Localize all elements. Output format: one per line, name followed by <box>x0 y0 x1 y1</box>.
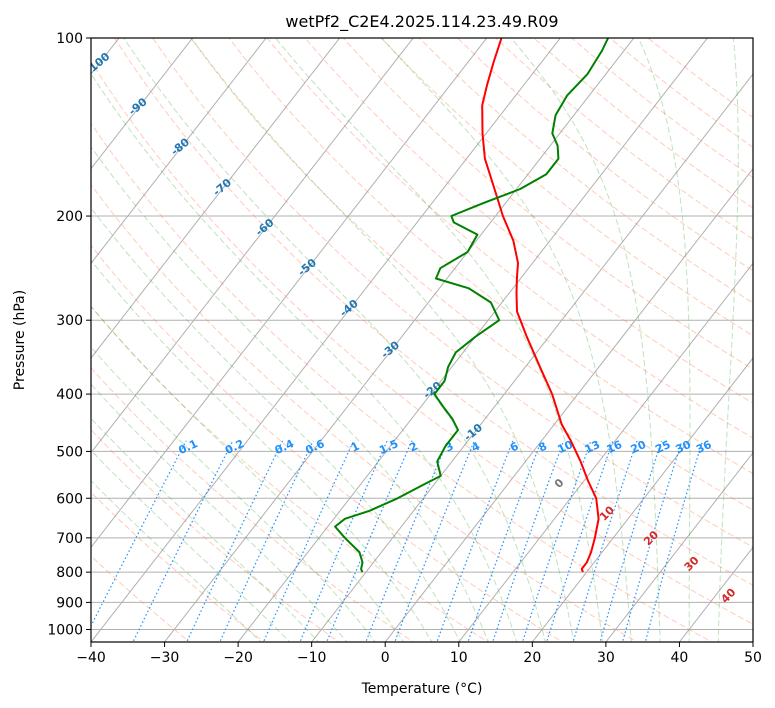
x-tick-label: 30 <box>597 650 615 666</box>
dry-adiabat-line <box>190 38 753 511</box>
moist-adiabat-line <box>274 38 603 642</box>
dry-adiabat-line <box>91 491 266 642</box>
mixing-ratio-line <box>521 440 592 642</box>
moist-adiabat-line <box>91 72 518 642</box>
dry-adiabat-line <box>91 367 415 642</box>
y-tick-label: 1000 <box>47 622 83 638</box>
isotherm-line <box>531 357 753 642</box>
isotherm-line <box>458 262 753 642</box>
moist-adiabat-line <box>91 346 376 642</box>
plot-frame <box>90 37 754 643</box>
mixing-ratio-line <box>644 440 704 642</box>
mixing-ratio-line <box>185 440 284 642</box>
x-tick-label: 10 <box>450 650 468 666</box>
moist-adiabat-line <box>91 449 291 642</box>
isotherm-line <box>91 38 267 265</box>
dry-adiabat-line <box>304 38 753 404</box>
y-tick-label: 200 <box>56 209 83 225</box>
moist-adiabat-line <box>91 383 348 642</box>
mixing-ratio-line <box>621 440 683 642</box>
dry-adiabat-line <box>152 38 753 548</box>
mixing-ratio-label: 25 <box>653 438 672 456</box>
mixing-ratio-label: 30 <box>674 438 694 456</box>
mixing-ratio-line <box>219 440 314 642</box>
isotherm-line <box>605 451 753 642</box>
moist-adiabat-line <box>91 305 405 642</box>
x-axis-ticks: −40 −30 −20 −10 0 10 20 30 40 50 <box>76 642 762 666</box>
mixing-ratio-line <box>326 440 413 642</box>
moist-adiabat-line <box>91 145 489 642</box>
moist-adiabat-line <box>717 38 739 642</box>
dry-adiabat-line <box>91 122 713 642</box>
isotherm-line <box>91 38 194 170</box>
moist-adiabat-line <box>510 38 661 642</box>
sounding-series <box>334 38 610 573</box>
mixing-ratio-line <box>91 440 187 628</box>
moist-adiabat-line <box>91 259 433 642</box>
y-tick-label: 300 <box>56 313 83 329</box>
dry-adiabat-line <box>91 428 340 642</box>
mixing-ratio-label: 16 <box>605 438 625 456</box>
moist-adiabat-line <box>91 417 320 642</box>
x-tick-label: 20 <box>523 650 541 666</box>
moist-adiabat-line <box>637 38 691 642</box>
x-tick-label: 50 <box>744 650 762 666</box>
mixing-ratio-label: 36 <box>694 438 714 456</box>
isotherm-line <box>311 73 753 642</box>
y-axis-ticks: 100 200 300 400 500 600 700 800 900 1000 <box>47 31 91 638</box>
y-tick-label: 700 <box>56 531 83 547</box>
isotherm-line <box>384 167 753 642</box>
background-reference-lines <box>91 38 753 642</box>
y-tick-label: 400 <box>56 387 83 403</box>
temperature-profile-line <box>481 38 600 573</box>
y-axis-title: Pressure (hPa) <box>12 290 28 390</box>
chart-title: wetPf2_C2E4.2025.114.23.49.R09 <box>285 12 558 32</box>
y-tick-label: 900 <box>56 595 83 611</box>
y-tick-label: 800 <box>56 565 83 581</box>
x-tick-label: 0 <box>381 650 390 666</box>
mixing-ratio-line <box>546 440 614 642</box>
y-tick-label: 100 <box>56 31 83 47</box>
moist-adiabat-line <box>190 38 575 642</box>
dry-adiabat-line <box>91 183 639 642</box>
isotherm-line <box>91 38 341 359</box>
x-tick-label: −10 <box>297 650 327 666</box>
x-tick-label: −20 <box>223 650 253 666</box>
y-tick-label: 600 <box>56 491 83 507</box>
dry-adiabat-line <box>91 555 191 642</box>
mixing-ratio-label: 10 <box>556 438 576 456</box>
x-tick-label: −30 <box>150 650 180 666</box>
x-tick-label: 40 <box>671 650 689 666</box>
dry-adiabat-line <box>91 244 564 642</box>
isotherm-line <box>91 38 488 549</box>
isotherm-line <box>91 38 414 454</box>
dry-adiabat-line <box>266 38 753 439</box>
dry-adiabat-line <box>91 60 753 625</box>
dry-adiabat-line <box>91 305 489 642</box>
mixing-ratio-line <box>299 440 388 642</box>
mixing-ratio-label: 13 <box>583 438 602 456</box>
moist-adiabat-line <box>123 38 546 642</box>
moist-adiabat-line <box>91 479 262 642</box>
isotherm-line <box>91 38 561 642</box>
isotherm-line <box>163 38 635 642</box>
y-tick-label: 500 <box>56 444 83 460</box>
dewpoint-profile-line <box>334 38 610 573</box>
dry-adiabat-line <box>380 38 753 337</box>
x-axis-title: Temperature (°C) <box>361 681 483 697</box>
moist-adiabat-line <box>381 38 632 642</box>
mixing-ratio-label: 20 <box>629 438 649 456</box>
x-tick-label: −40 <box>76 650 106 666</box>
moist-adiabat-line <box>91 207 461 642</box>
mixing-ratio-line <box>365 440 449 642</box>
